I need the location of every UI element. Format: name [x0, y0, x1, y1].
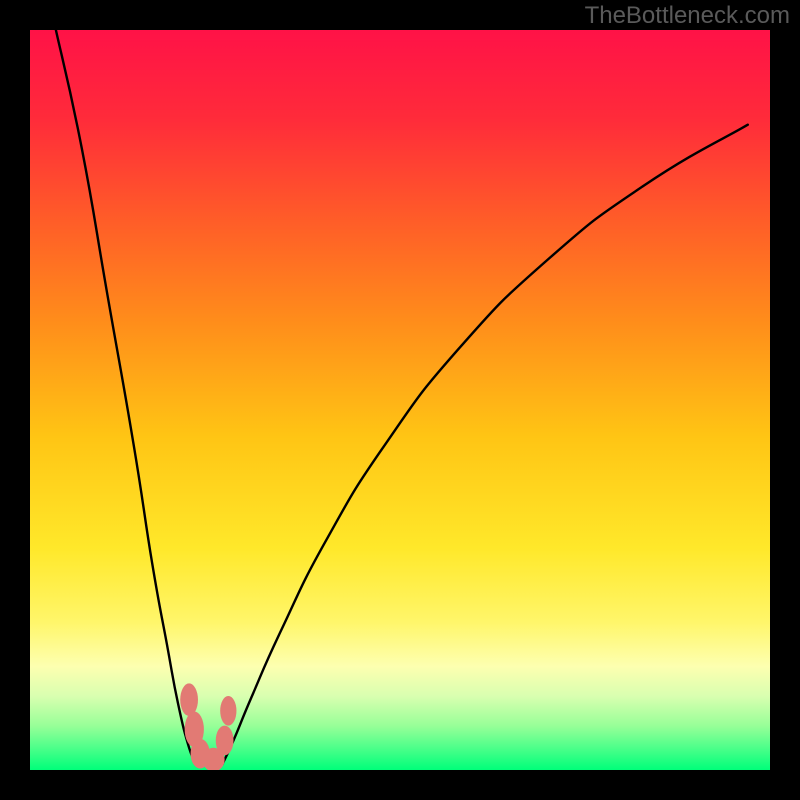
watermark-text: TheBottleneck.com — [585, 2, 790, 30]
curve-left-branch — [56, 30, 197, 764]
lumps-group — [180, 683, 236, 770]
lump-marker — [216, 726, 234, 756]
curve-right-branch — [222, 125, 747, 764]
lump-marker — [220, 696, 236, 726]
canvas: TheBottleneck.com — [0, 0, 800, 800]
lump-marker — [180, 683, 198, 716]
plot-area — [30, 30, 770, 770]
overlay-svg — [30, 30, 770, 770]
